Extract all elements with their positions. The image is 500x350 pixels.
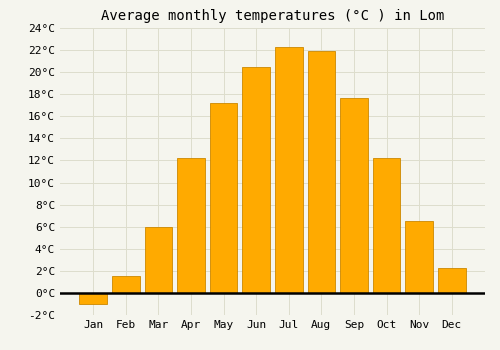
Bar [177, 158, 205, 293]
Bar [340, 98, 368, 293]
Bar [210, 103, 238, 293]
Bar [80, 293, 107, 304]
Bar [373, 158, 400, 293]
Bar [144, 227, 172, 293]
Bar [242, 66, 270, 293]
Bar [438, 267, 466, 293]
Bar [406, 221, 433, 293]
Bar [275, 47, 302, 293]
Title: Average monthly temperatures (°C ) in Lom: Average monthly temperatures (°C ) in Lo… [101, 9, 444, 23]
Bar [308, 51, 336, 293]
Bar [112, 276, 140, 293]
